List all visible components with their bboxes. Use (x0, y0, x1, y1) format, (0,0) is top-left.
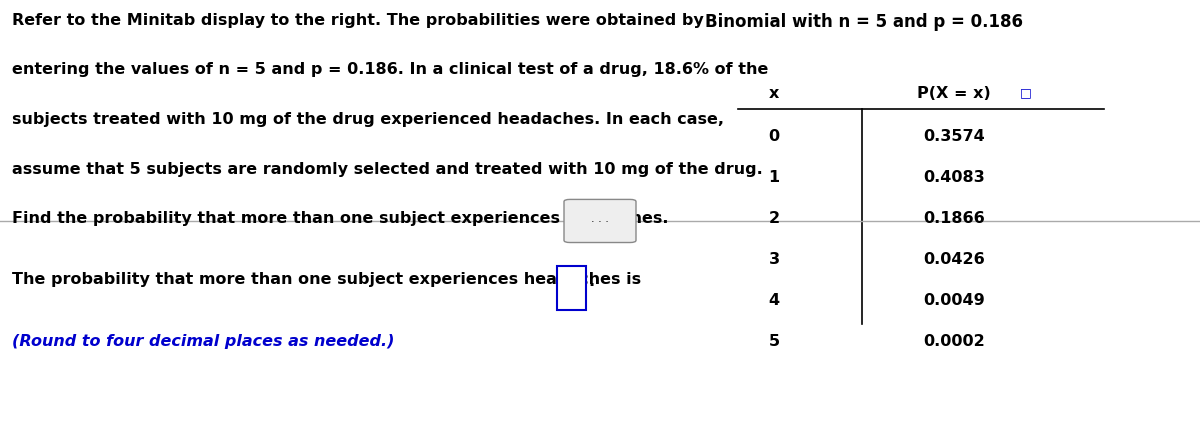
Text: subjects treated with 10 mg of the drug experienced headaches. In each case,: subjects treated with 10 mg of the drug … (12, 112, 724, 127)
Text: 0.3574: 0.3574 (923, 129, 985, 144)
Text: · · ·: · · · (592, 216, 608, 227)
Text: 5: 5 (768, 333, 780, 348)
Text: 4: 4 (768, 292, 780, 307)
Text: Find the probability that more than one subject experiences headaches.: Find the probability that more than one … (12, 211, 668, 226)
Text: The probability that more than one subject experiences headaches is: The probability that more than one subje… (12, 271, 641, 286)
Text: assume that 5 subjects are randomly selected and treated with 10 mg of the drug.: assume that 5 subjects are randomly sele… (12, 161, 763, 176)
Text: .: . (588, 273, 594, 288)
Text: 0.0002: 0.0002 (923, 333, 985, 348)
Text: (Round to four decimal places as needed.): (Round to four decimal places as needed.… (12, 333, 395, 348)
Text: entering the values of n = 5 and p = 0.186. In a clinical test of a drug, 18.6% : entering the values of n = 5 and p = 0.1… (12, 62, 768, 77)
Text: 0.4083: 0.4083 (923, 170, 985, 185)
Text: x: x (769, 86, 779, 101)
Text: 0.0426: 0.0426 (923, 252, 985, 267)
Text: 0.1866: 0.1866 (923, 211, 985, 226)
FancyBboxPatch shape (564, 200, 636, 243)
Text: 3: 3 (768, 252, 780, 267)
Text: □: □ (1020, 86, 1032, 99)
Text: 0.0049: 0.0049 (923, 292, 985, 307)
Text: 2: 2 (768, 211, 780, 226)
Text: 0: 0 (768, 129, 780, 144)
Text: Binomial with n = 5 and p = 0.186: Binomial with n = 5 and p = 0.186 (706, 13, 1022, 31)
Text: Refer to the Minitab display to the right. The probabilities were obtained by: Refer to the Minitab display to the righ… (12, 13, 703, 28)
Text: P(X = x): P(X = x) (917, 86, 991, 101)
Text: 1: 1 (768, 170, 780, 185)
FancyBboxPatch shape (557, 266, 586, 310)
